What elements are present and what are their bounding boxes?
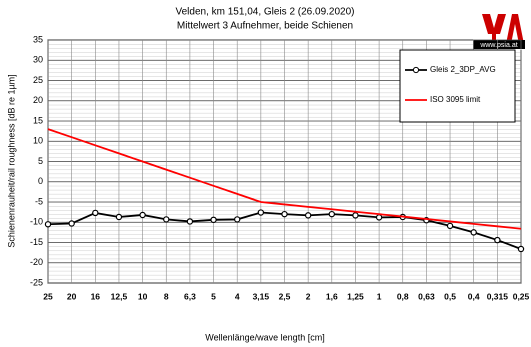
x-tick-label: 1,25 (347, 291, 364, 301)
point (68, 220, 75, 227)
series-line (47, 128, 522, 230)
y-tick-label: -5 (35, 196, 43, 206)
legend: Gleis 2_3DP_AVG ISO 3095 limit (399, 49, 516, 123)
x-tick-label: 1 (377, 291, 382, 301)
logo-mark (506, 14, 524, 44)
x-tick-label: 10 (138, 291, 148, 301)
x-tick-label: 16 (91, 291, 101, 301)
x-axis-label: Wellenlänge/wave length [cm] (205, 332, 324, 342)
point (257, 209, 265, 216)
point (233, 216, 241, 223)
point (352, 212, 359, 219)
point (92, 209, 99, 217)
point (139, 211, 146, 219)
point (304, 212, 312, 219)
y-tick-label: 35 (33, 34, 43, 44)
x-tick-label: 0,63 (418, 291, 435, 301)
chart-title: Velden, km 151,04, Gleis 2 (26.09.2020) (175, 7, 354, 18)
x-tick-label: 0,8 (397, 291, 409, 301)
y-tick-label: -20 (30, 257, 43, 267)
y-tick-label: 30 (33, 55, 43, 65)
y-tick-label: 20 (33, 95, 43, 105)
x-tick-label: 4 (235, 291, 240, 301)
point (328, 210, 335, 218)
y-axis-label: Schienenrauheit/rail roughness [dB re 1µ… (6, 74, 16, 247)
x-tick-label: 6,3 (184, 291, 196, 301)
x-tick-label: 3,15 (253, 291, 270, 301)
x-tick-label: 25 (43, 291, 53, 301)
legend-box (399, 49, 516, 123)
x-tick-label: 0,25 (513, 291, 530, 301)
point (517, 245, 525, 253)
point (163, 216, 170, 223)
chart-subtitle: Mittelwert 3 Aufnehmer, beide Schienen (177, 21, 353, 32)
x-tick-label: 0,4 (468, 291, 480, 301)
x-tick-label: 20 (67, 291, 77, 301)
x-tick-label: 2,5 (279, 291, 291, 301)
y-tick-label: 15 (33, 115, 43, 125)
y-tick-label: 0 (38, 176, 43, 186)
point (210, 216, 217, 224)
y-tick-label: 5 (38, 156, 43, 166)
x-tick-label: 2 (306, 291, 311, 301)
point (186, 218, 194, 225)
x-tick-label: 5 (211, 291, 216, 301)
logo-text: www.psia.at (479, 42, 517, 49)
point (281, 210, 288, 218)
y-tick-label: -25 (30, 277, 43, 287)
y-tick-label: -15 (30, 237, 43, 247)
point (44, 221, 52, 228)
point (115, 213, 123, 221)
logo: www.psia.at (473, 10, 525, 50)
legend-label: Gleis 2_3DP_AVG (430, 65, 496, 74)
x-tick-label: 0,315 (487, 291, 509, 301)
x-tick-label: 8 (164, 291, 169, 301)
x-tick-label: 12,5 (111, 291, 128, 301)
y-tick-label: -10 (30, 217, 43, 227)
logo-mark (482, 14, 506, 44)
legend-label: ISO 3095 limit (430, 95, 481, 104)
point (470, 229, 477, 236)
point (375, 214, 383, 221)
y-tick-label: 10 (33, 136, 43, 146)
legend-marker (412, 66, 420, 74)
y-tick-label: 25 (33, 75, 43, 85)
x-tick-label: 0,5 (444, 291, 456, 301)
point (494, 236, 501, 244)
point (446, 222, 454, 230)
x-tick-label: 1,6 (326, 291, 338, 301)
logo-band (473, 40, 525, 49)
